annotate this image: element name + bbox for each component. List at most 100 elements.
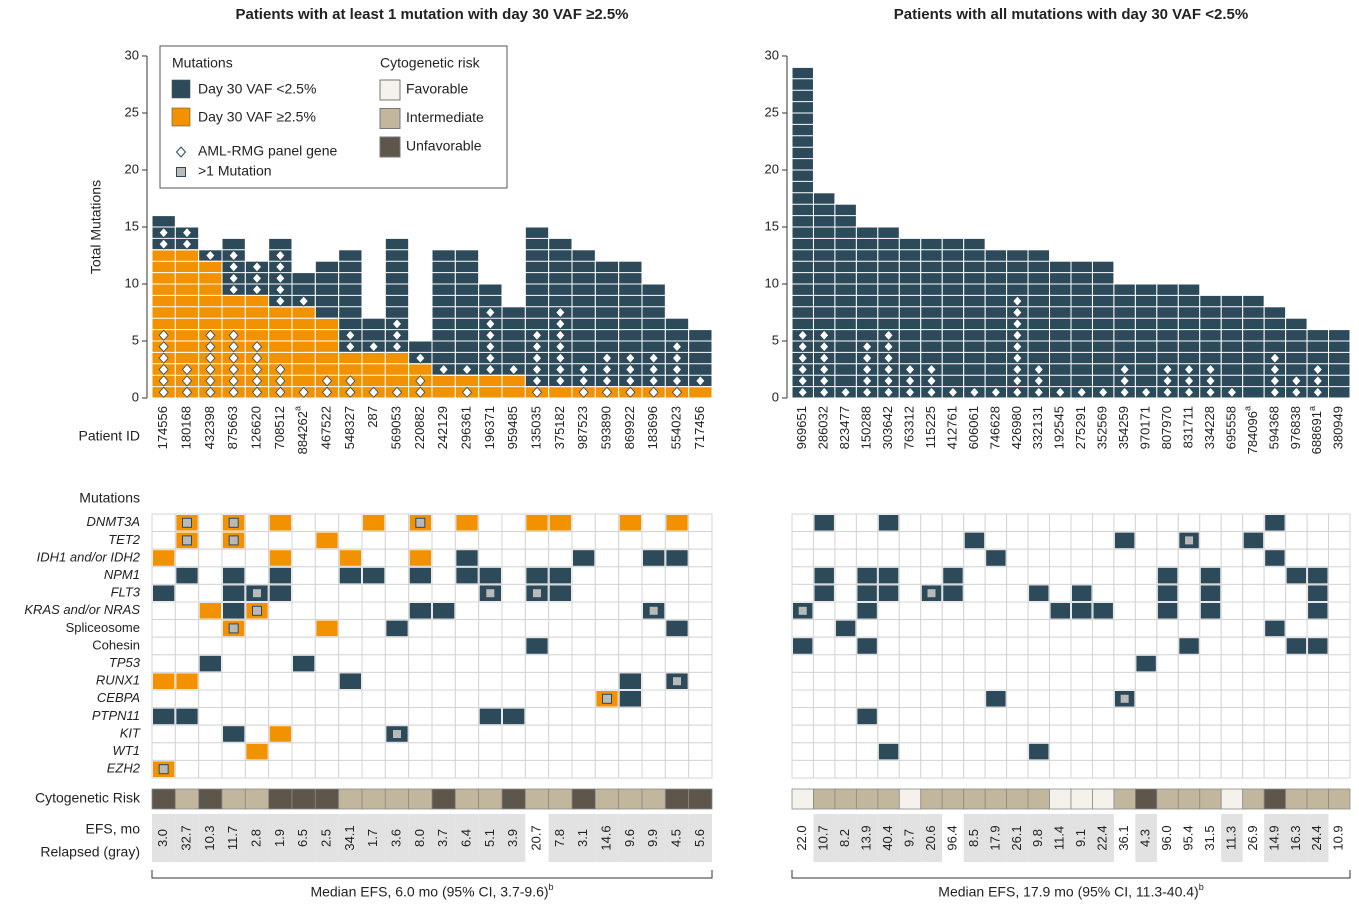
matrix-cell [524,654,550,673]
mutation-cell [814,515,834,531]
mutation-cell [943,567,963,584]
matrix-cell [1242,513,1265,533]
matrix-cell [664,724,690,744]
matrix-cell [1070,531,1093,550]
cytogenetic-cell [877,788,900,810]
panel-gene-group [883,329,894,398]
panel-gene-diamond [601,363,613,376]
panel-gene-diamond [321,386,333,398]
efs-value: 2.8 [248,829,263,847]
matrix-cell [198,671,223,691]
matrix-cell [898,671,922,691]
matrix-cell [1328,531,1351,550]
matrix-cell [548,742,573,761]
panel-gene-diamond [926,386,937,398]
matrix-cell [1263,636,1287,656]
matrix-cell [244,619,270,638]
multi-mutation-marker [602,693,612,704]
mutation-cell [793,638,813,654]
matrix-cell [1091,619,1115,638]
matrix-cell [963,513,986,533]
panel-gene-diamond [1312,386,1323,398]
matrix-cell [291,707,316,726]
matrix-cell [384,583,410,603]
panel-gene-diamond [531,329,543,341]
matrix-cell [791,583,814,603]
matrix-cell [571,601,596,621]
patient-id: 196371 [482,406,497,449]
mutation-cell [643,550,665,566]
relapsed-shade [455,814,479,862]
matrix-cell [384,548,410,568]
panel-gene-diamond [485,318,496,330]
cytogenetic-cell [1049,788,1072,810]
mutation-cell [1200,567,1221,584]
matrix-cell [1049,654,1072,673]
matrix-cell [1006,619,1029,638]
panel-gene-diamond [555,318,566,330]
cytogenetic-cell [1306,788,1329,810]
patient-id: 823477 [837,406,852,449]
panel-gene-diamond [298,295,309,307]
matrix-cell [641,583,666,603]
mutation-cell [153,673,175,689]
panel-gene-diamond [555,363,566,376]
matrix-cell [984,531,1008,550]
matrix-cell [174,654,200,673]
matrix-cell [1070,513,1093,533]
panel-gene-group [1269,352,1280,398]
efs-value: 26.9 [1245,825,1260,850]
legend-swatch [379,79,401,101]
matrix-cell [984,566,1008,585]
matrix-cell [1220,671,1244,691]
matrix-cell [1285,671,1308,691]
efs-value: 11.4 [1052,826,1067,850]
matrix-cell [478,619,503,638]
cytogenetic-cell [268,788,293,810]
multi-mutation-marker [252,605,262,616]
panel-gene-group [1184,363,1195,398]
legend-label: Favorable [406,81,468,97]
panel-gene-diamond [671,375,683,387]
cytogenetic-cell [813,788,836,810]
matrix-cell [618,707,643,726]
multi-mutation-marker [672,676,682,687]
matrix-cell [791,742,814,761]
matrix-cell [1177,689,1201,709]
matrix-cell [1220,654,1244,673]
matrix-cell [834,654,857,673]
matrix-cell [963,689,986,709]
mutation-cell [1029,585,1049,601]
efs-value: 36.1 [1116,825,1131,850]
matrix-cell [384,671,410,691]
matrix-cell [524,724,550,744]
mutation-cell [526,567,548,584]
matrix-cell [594,707,620,726]
panel-gene-diamond [555,306,566,319]
matrix-cell [1027,759,1051,779]
relapsed-shade [688,814,712,862]
matrix-cell [1091,759,1115,779]
panel-gene-diamond [228,272,239,284]
panel-gene-diamond [1291,375,1302,387]
footnote-mark: b [549,882,554,892]
matrix-cell [898,759,922,779]
cytogenetic-cell [548,788,573,810]
mutation-row-label: NPM1 [104,567,140,582]
panel-gene-diamond [1012,386,1023,398]
matrix-cell [664,742,690,761]
multi-mutation-marker [182,517,192,528]
panel-title: Patients with at least 1 mutation with d… [235,6,628,23]
matrix-cell [1091,566,1115,585]
patient-id: 192545 [1052,406,1067,449]
patient-id: 115225 [923,406,938,448]
panel-gene-diamond [275,295,286,307]
matrix-cell [291,689,316,709]
matrix-cell [812,689,836,709]
matrix-cell [1177,548,1201,568]
matrix-cell [618,548,643,568]
efs-value: 10.7 [816,825,831,850]
matrix-cell [594,759,620,779]
patient-id: 869922 [622,406,637,449]
